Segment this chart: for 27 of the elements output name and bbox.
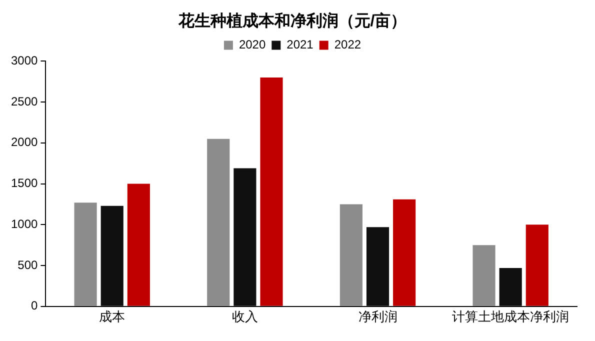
bar (393, 199, 416, 306)
y-tick-label: 1500 (10, 176, 38, 190)
x-tick-label: 成本 (99, 308, 126, 324)
bar (526, 224, 548, 306)
bar (472, 245, 496, 306)
bar (499, 268, 522, 306)
y-tick-label: 2500 (10, 94, 38, 108)
chart-title: 花生种植成本和净利润（元/亩） (177, 11, 407, 30)
legend-label: 2022 (334, 38, 362, 52)
legend-label: 2021 (286, 38, 314, 52)
x-tick-label: 计算土地成本净利润 (452, 308, 570, 324)
bar (100, 206, 124, 306)
bar (260, 78, 283, 306)
bar (234, 168, 256, 306)
bar (340, 204, 362, 306)
bar (366, 227, 390, 306)
y-tick-label: 500 (18, 258, 38, 272)
bar (127, 184, 150, 306)
x-tick-label: 收入 (232, 308, 258, 324)
y-tick-label: 2000 (10, 135, 38, 150)
legend-label: 2020 (238, 38, 266, 52)
y-tick-label: 0 (31, 298, 38, 313)
bar (207, 138, 230, 306)
y-tick-label: 3000 (10, 54, 38, 68)
x-tick-label: 净利润 (358, 308, 398, 324)
y-tick-label: 1000 (10, 216, 38, 231)
bar (74, 202, 97, 306)
